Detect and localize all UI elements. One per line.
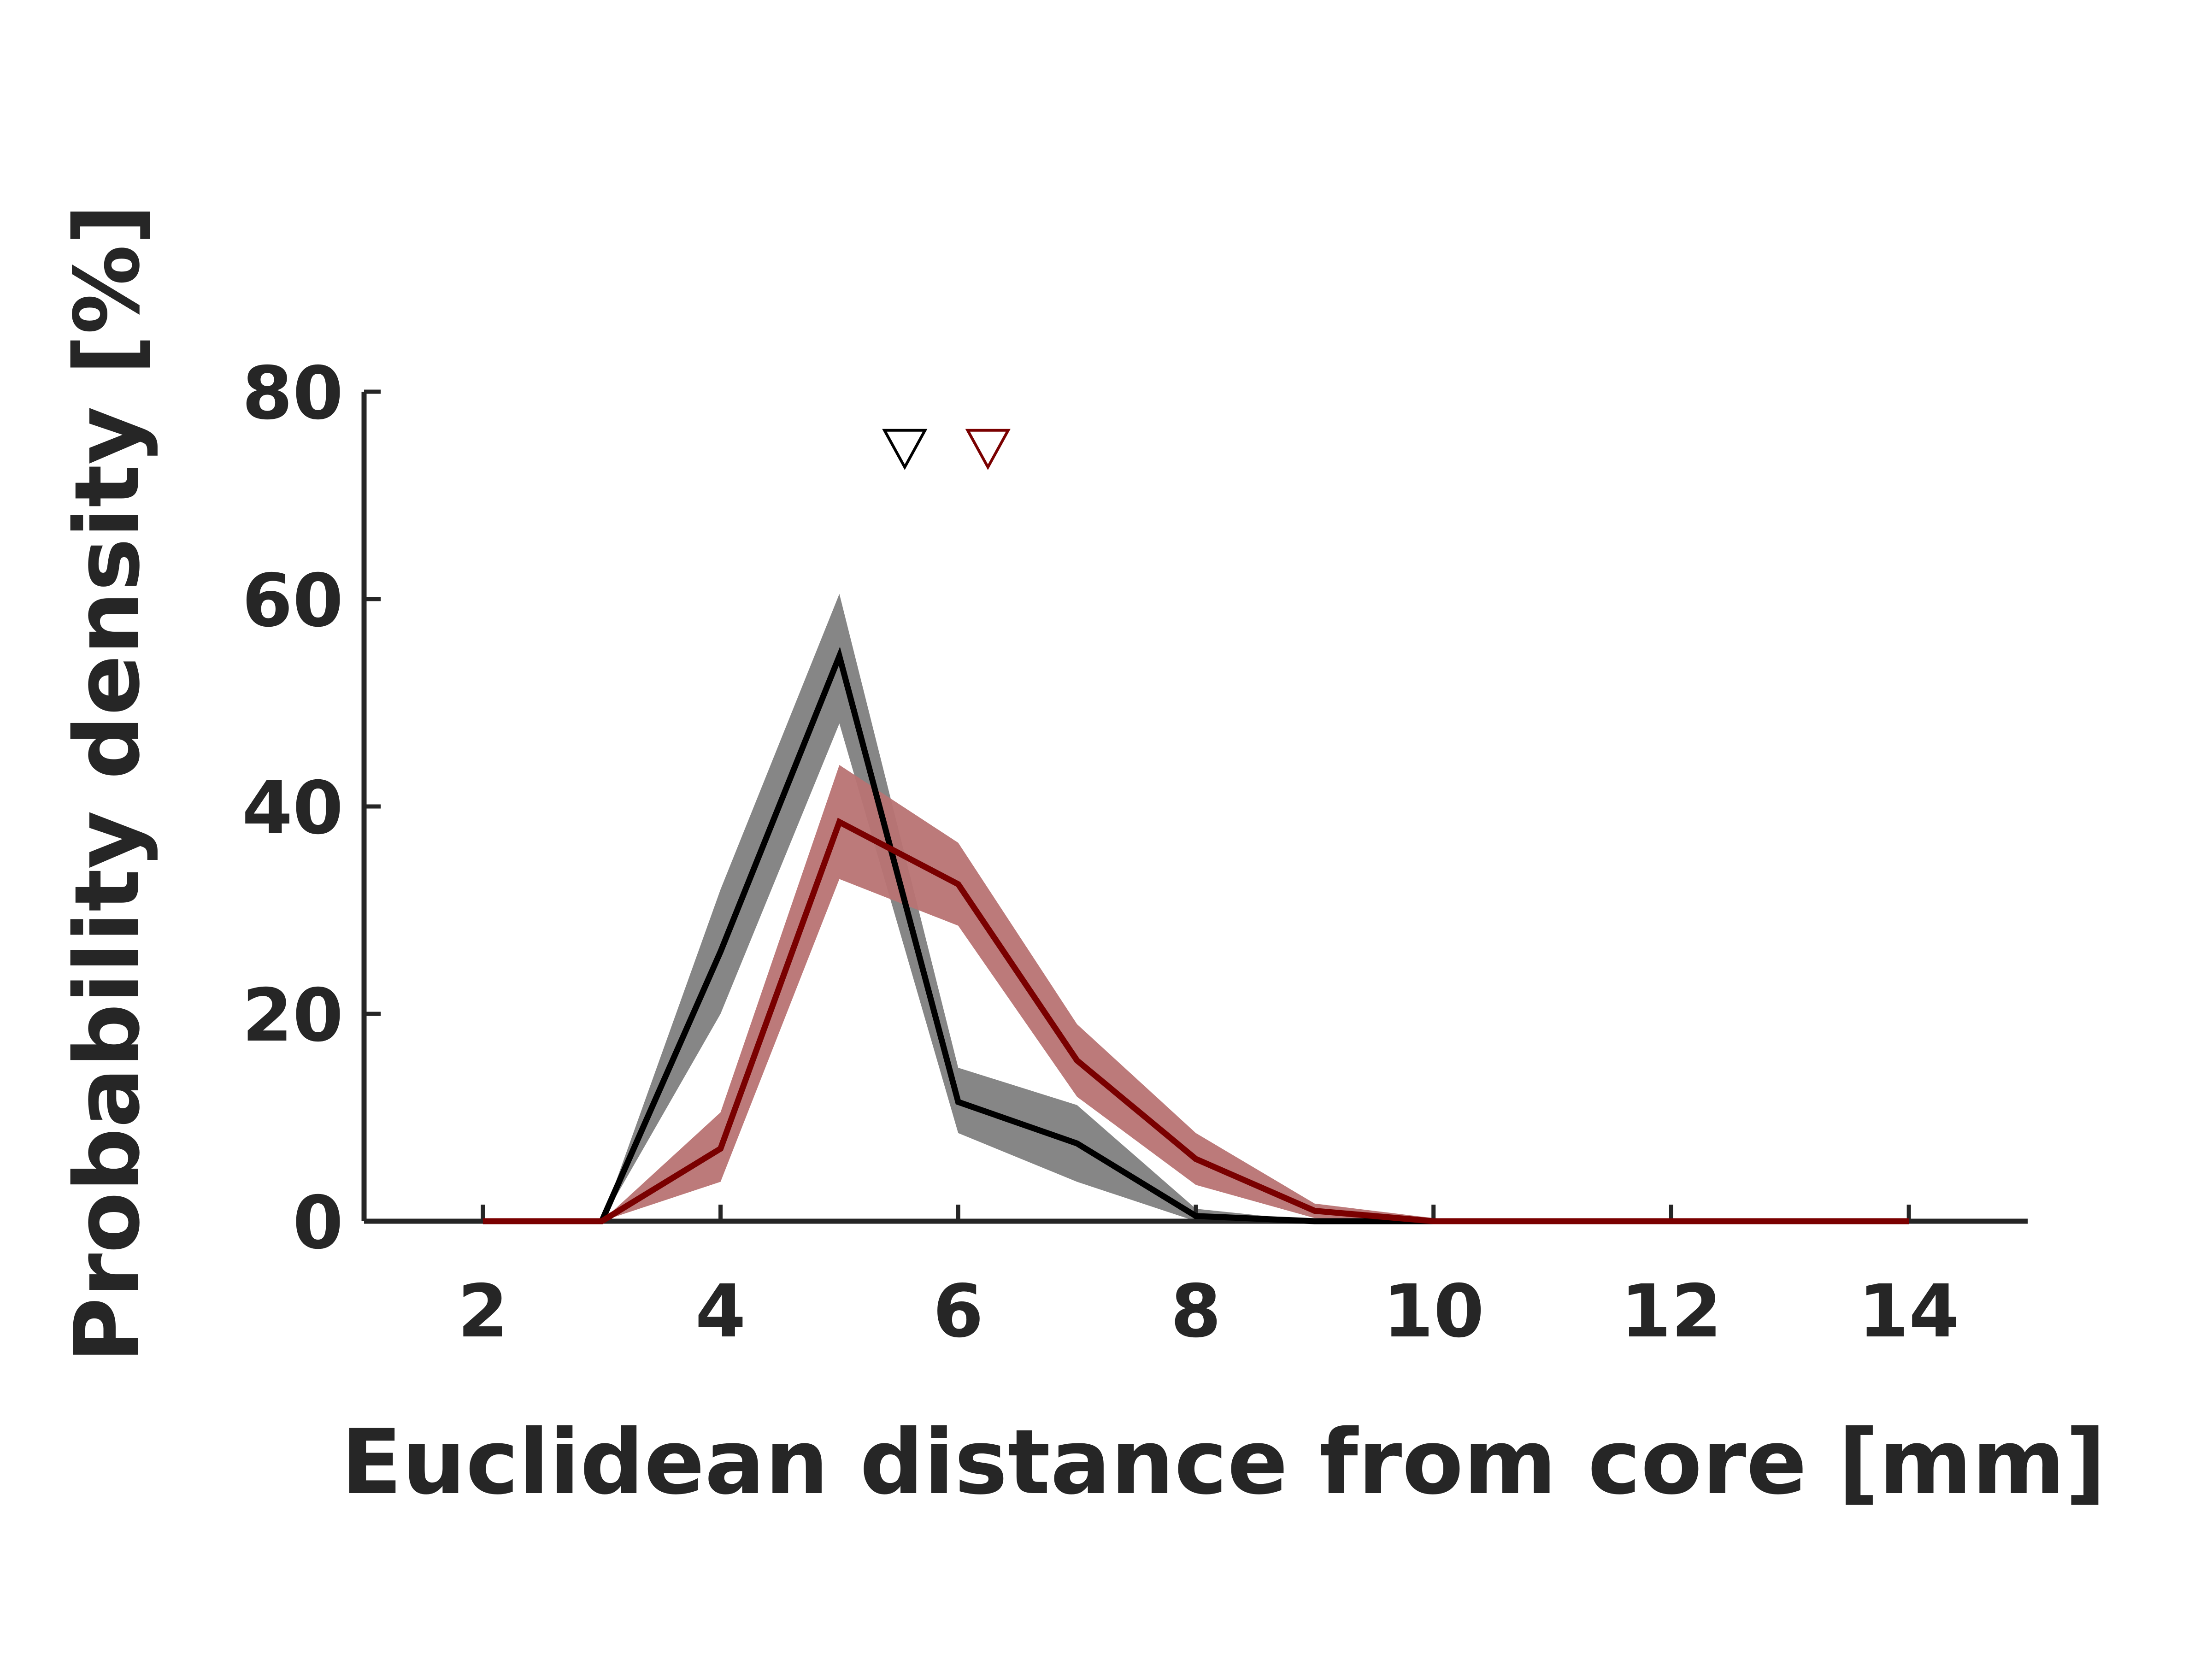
x-tick-label: 6 [933, 1269, 983, 1354]
mean-markers [882, 429, 1011, 470]
series-1-mean-marker [882, 429, 928, 470]
series-2-mean-marker [965, 429, 1011, 470]
series-2-confidence-band [482, 765, 1909, 1221]
y-axis-title: Probability density [%] [55, 204, 159, 1363]
confidence-bands [482, 594, 1909, 1221]
x-tick-label: 12 [1620, 1269, 1722, 1354]
x-tick-label: 2 [458, 1269, 508, 1354]
y-tick-label: 20 [242, 973, 343, 1058]
axes [361, 392, 2028, 1224]
x-axis-title: Euclidean distance from core [mm] [341, 1410, 2106, 1514]
y-tick-label: 60 [242, 559, 343, 643]
y-tick-label: 40 [242, 766, 343, 851]
x-tick-label: 8 [1171, 1269, 1221, 1354]
series-2-line [482, 818, 1909, 1224]
y-tick-label: 80 [242, 351, 343, 436]
y-tick-label: 0 [293, 1181, 343, 1265]
axis-ticks: 2 4 6 8 10 12 14 0 20 40 60 80 [242, 351, 1959, 1354]
x-tick-label: 4 [695, 1269, 746, 1354]
x-tick-label: 14 [1858, 1269, 1959, 1354]
series-lines [482, 647, 1909, 1224]
x-tick-label: 10 [1383, 1269, 1484, 1354]
